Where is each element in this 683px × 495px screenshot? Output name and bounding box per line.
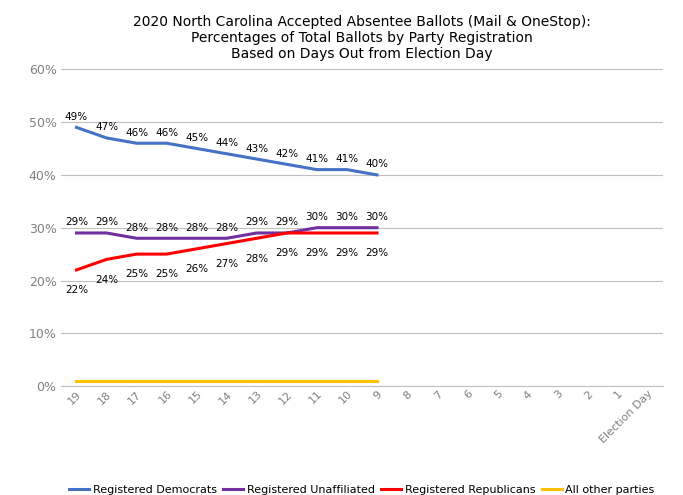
Text: 27%: 27% <box>215 259 238 269</box>
Registered Democrats <box>133 140 141 146</box>
Registered Democrats <box>283 161 291 167</box>
Title: 2020 North Carolina Accepted Absentee Ballots (Mail & OneStop):
Percentages of T: 2020 North Carolina Accepted Absentee Ba… <box>133 15 591 61</box>
Text: 28%: 28% <box>215 223 238 233</box>
Registered Democrats <box>223 151 231 157</box>
Registered Republicans <box>253 235 261 241</box>
All other parties <box>313 378 321 384</box>
Registered Republicans <box>313 230 321 236</box>
All other parties <box>283 378 291 384</box>
Registered Unaffiliated <box>343 225 351 231</box>
Registered Democrats <box>253 156 261 162</box>
Text: 41%: 41% <box>335 154 359 164</box>
Registered Unaffiliated <box>313 225 321 231</box>
Line: Registered Democrats: Registered Democrats <box>76 127 377 175</box>
All other parties <box>343 378 351 384</box>
Legend: Registered Democrats, Registered Unaffiliated, Registered Republicans, All other: Registered Democrats, Registered Unaffil… <box>65 480 659 495</box>
Text: 29%: 29% <box>245 217 268 227</box>
Registered Unaffiliated <box>102 230 111 236</box>
Text: 30%: 30% <box>305 212 329 222</box>
Registered Democrats <box>72 124 81 130</box>
Registered Democrats <box>313 167 321 173</box>
Text: 43%: 43% <box>245 144 268 153</box>
Text: 47%: 47% <box>95 122 118 132</box>
Registered Democrats <box>343 167 351 173</box>
Registered Unaffiliated <box>373 225 381 231</box>
Registered Democrats <box>193 146 201 151</box>
Line: Registered Unaffiliated: Registered Unaffiliated <box>76 228 377 238</box>
Registered Republicans <box>102 256 111 262</box>
All other parties <box>223 378 231 384</box>
All other parties <box>193 378 201 384</box>
Text: 46%: 46% <box>125 128 148 138</box>
Text: 28%: 28% <box>155 223 178 233</box>
Registered Republicans <box>133 251 141 257</box>
Registered Unaffiliated <box>72 230 81 236</box>
All other parties <box>102 378 111 384</box>
Text: 29%: 29% <box>365 248 389 258</box>
Registered Unaffiliated <box>133 235 141 241</box>
Registered Democrats <box>373 172 381 178</box>
Registered Republicans <box>343 230 351 236</box>
Text: 30%: 30% <box>365 212 389 222</box>
All other parties <box>253 378 261 384</box>
All other parties <box>373 378 381 384</box>
Registered Republicans <box>223 241 231 247</box>
Text: 42%: 42% <box>275 149 298 159</box>
Text: 40%: 40% <box>365 159 389 169</box>
Text: 46%: 46% <box>155 128 178 138</box>
Registered Unaffiliated <box>163 235 171 241</box>
All other parties <box>133 378 141 384</box>
Text: 29%: 29% <box>335 248 359 258</box>
Text: 28%: 28% <box>185 223 208 233</box>
Text: 29%: 29% <box>275 217 298 227</box>
Registered Democrats <box>102 135 111 141</box>
Registered Unaffiliated <box>253 230 261 236</box>
All other parties <box>163 378 171 384</box>
Text: 29%: 29% <box>95 217 118 227</box>
Text: 26%: 26% <box>185 264 208 274</box>
Registered Republicans <box>283 230 291 236</box>
Registered Republicans <box>163 251 171 257</box>
Line: Registered Republicans: Registered Republicans <box>76 233 377 270</box>
Registered Democrats <box>163 140 171 146</box>
Text: 41%: 41% <box>305 154 329 164</box>
Registered Republicans <box>72 267 81 273</box>
Registered Republicans <box>193 246 201 252</box>
Registered Unaffiliated <box>193 235 201 241</box>
Text: 29%: 29% <box>305 248 329 258</box>
Registered Unaffiliated <box>283 230 291 236</box>
Text: 28%: 28% <box>125 223 148 233</box>
Registered Unaffiliated <box>223 235 231 241</box>
Text: 25%: 25% <box>155 269 178 279</box>
Text: 29%: 29% <box>275 248 298 258</box>
Text: 29%: 29% <box>65 217 88 227</box>
Text: 22%: 22% <box>65 285 88 295</box>
Text: 24%: 24% <box>95 275 118 285</box>
All other parties <box>72 378 81 384</box>
Text: 49%: 49% <box>65 112 88 122</box>
Text: 28%: 28% <box>245 253 268 263</box>
Text: 44%: 44% <box>215 138 238 148</box>
Registered Republicans <box>373 230 381 236</box>
Text: 30%: 30% <box>335 212 359 222</box>
Text: 45%: 45% <box>185 133 208 143</box>
Text: 25%: 25% <box>125 269 148 279</box>
